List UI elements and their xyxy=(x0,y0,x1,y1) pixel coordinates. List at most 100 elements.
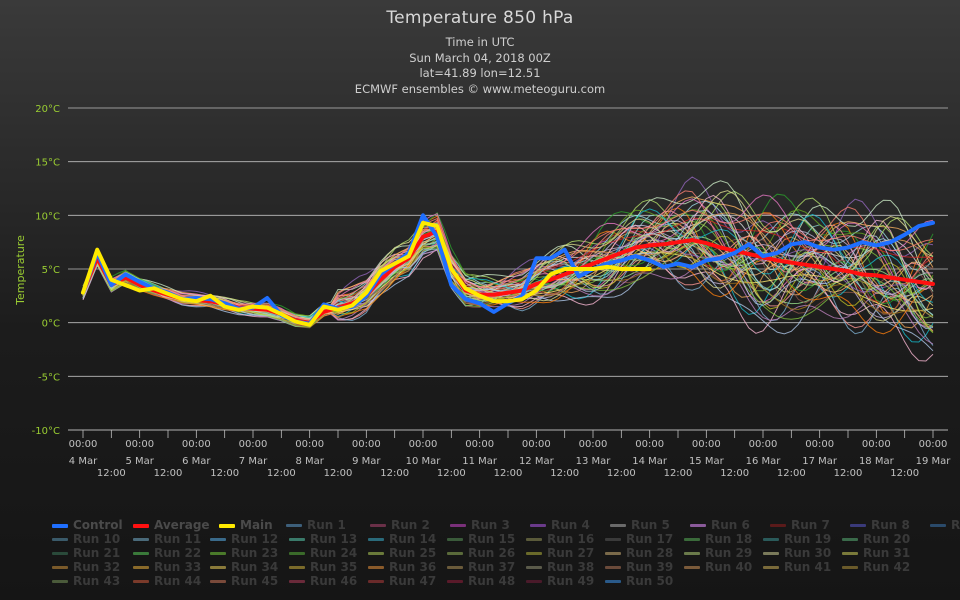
legend-item[interactable]: Run 41 xyxy=(763,560,831,574)
legend-label: Run 26 xyxy=(468,546,516,560)
legend-swatch xyxy=(289,552,305,555)
legend-item[interactable]: Main xyxy=(219,518,273,532)
legend-item[interactable]: Run 20 xyxy=(842,532,910,546)
x-time-label: 00:00 xyxy=(862,439,891,450)
x-date-label: 11 Mar xyxy=(462,456,498,467)
legend-swatch xyxy=(370,524,386,527)
legend-item[interactable]: Run 47 xyxy=(368,574,436,588)
x-time-label: 00:00 xyxy=(125,439,154,450)
legend-item[interactable]: Run 23 xyxy=(210,546,278,560)
legend-item[interactable]: Run 12 xyxy=(210,532,278,546)
legend-label: Run 36 xyxy=(389,560,437,574)
legend-item[interactable]: Run 7 xyxy=(770,518,830,532)
x-time-label: 12:00 xyxy=(890,468,919,479)
legend-item[interactable]: Run 44 xyxy=(133,574,201,588)
legend-label: Run 28 xyxy=(626,546,674,560)
legend-item[interactable]: Average xyxy=(133,518,210,532)
legend-label: Run 8 xyxy=(871,518,910,532)
legend-item[interactable]: Run 39 xyxy=(605,560,673,574)
legend-item[interactable]: Run 21 xyxy=(52,546,120,560)
legend-item[interactable]: Run 2 xyxy=(370,518,430,532)
legend-swatch xyxy=(52,538,68,541)
y-tick-label: -10°C xyxy=(32,426,60,437)
legend-item[interactable]: Run 9 xyxy=(930,518,960,532)
legend-item[interactable]: Run 10 xyxy=(52,532,120,546)
main-series xyxy=(81,213,935,327)
legend-item[interactable]: Run 43 xyxy=(52,574,120,588)
legend-item[interactable]: Run 28 xyxy=(605,546,673,560)
legend-item[interactable]: Run 46 xyxy=(289,574,357,588)
legend-item[interactable]: Run 15 xyxy=(447,532,515,546)
legend-swatch xyxy=(133,566,149,569)
legend-label: Run 30 xyxy=(784,546,832,560)
legend-item[interactable]: Run 49 xyxy=(526,574,594,588)
legend-item[interactable]: Run 13 xyxy=(289,532,357,546)
legend-item[interactable]: Run 25 xyxy=(368,546,436,560)
legend-label: Run 46 xyxy=(310,574,358,588)
legend-swatch xyxy=(289,538,305,541)
legend-item[interactable]: Run 29 xyxy=(684,546,752,560)
legend-item[interactable]: Control xyxy=(52,518,123,532)
legend-item[interactable]: Run 24 xyxy=(289,546,357,560)
x-time-label: 12:00 xyxy=(97,468,126,479)
legend-label: Run 41 xyxy=(784,560,832,574)
legend-label: Run 10 xyxy=(73,532,121,546)
legend-swatch xyxy=(763,566,779,569)
legend-item[interactable]: Run 6 xyxy=(690,518,750,532)
legend-item[interactable]: Run 1 xyxy=(286,518,346,532)
legend-item[interactable]: Run 8 xyxy=(850,518,910,532)
legend-label: Run 5 xyxy=(631,518,670,532)
x-date-label: 5 Mar xyxy=(125,456,154,467)
legend-item[interactable]: Run 38 xyxy=(526,560,594,574)
legend-item[interactable]: Run 27 xyxy=(526,546,594,560)
legend-swatch xyxy=(763,538,779,541)
legend-item[interactable]: Run 22 xyxy=(133,546,201,560)
legend-item[interactable]: Run 31 xyxy=(842,546,910,560)
legend-item[interactable]: Run 40 xyxy=(684,560,752,574)
legend-swatch xyxy=(368,538,384,541)
legend-swatch xyxy=(447,566,463,569)
legend-item[interactable]: Run 35 xyxy=(289,560,357,574)
legend-item[interactable]: Run 14 xyxy=(368,532,436,546)
legend-label: Run 15 xyxy=(468,532,516,546)
legend-item[interactable]: Run 32 xyxy=(52,560,120,574)
x-time-label: 00:00 xyxy=(522,439,551,450)
legend-item[interactable]: Run 11 xyxy=(133,532,201,546)
legend-label: Run 20 xyxy=(863,532,911,546)
legend-label: Run 49 xyxy=(547,574,595,588)
x-time-label: 00:00 xyxy=(352,439,381,450)
chart-title: Temperature 850 hPa xyxy=(386,8,574,28)
x-time-label: 00:00 xyxy=(465,439,494,450)
legend-item[interactable]: Run 50 xyxy=(605,574,673,588)
legend-swatch xyxy=(52,580,68,583)
legend-item[interactable]: Run 48 xyxy=(447,574,515,588)
x-time-label: 00:00 xyxy=(579,439,608,450)
x-time-label: 12:00 xyxy=(154,468,183,479)
legend-item[interactable]: Run 5 xyxy=(610,518,670,532)
legend-swatch xyxy=(684,538,700,541)
legend-item[interactable]: Run 37 xyxy=(447,560,515,574)
legend-item[interactable]: Run 36 xyxy=(368,560,436,574)
legend-item[interactable]: Run 45 xyxy=(210,574,278,588)
x-time-label: 12:00 xyxy=(324,468,353,479)
x-time-label: 00:00 xyxy=(295,439,324,450)
legend-item[interactable]: Run 18 xyxy=(684,532,752,546)
legend-item[interactable]: Run 42 xyxy=(842,560,910,574)
y-axis: 20°C 15°C 10°C 5°C 0°C -5°C -10°C xyxy=(32,104,60,437)
legend-item[interactable]: Run 26 xyxy=(447,546,515,560)
y-tick-label: 10°C xyxy=(35,211,60,222)
legend-swatch xyxy=(763,552,779,555)
legend-item[interactable]: Run 33 xyxy=(133,560,201,574)
series-line-main xyxy=(81,220,652,327)
legend-item[interactable]: Run 34 xyxy=(210,560,278,574)
legend-item[interactable]: Run 17 xyxy=(605,532,673,546)
legend-swatch xyxy=(286,524,302,527)
legend-item[interactable]: Run 16 xyxy=(526,532,594,546)
legend-item[interactable]: Run 30 xyxy=(763,546,831,560)
ensemble-run-line xyxy=(82,209,934,321)
legend-swatch xyxy=(52,552,68,555)
legend-item[interactable]: Run 4 xyxy=(530,518,590,532)
legend-item[interactable]: Run 3 xyxy=(450,518,510,532)
legend-item[interactable]: Run 19 xyxy=(763,532,831,546)
